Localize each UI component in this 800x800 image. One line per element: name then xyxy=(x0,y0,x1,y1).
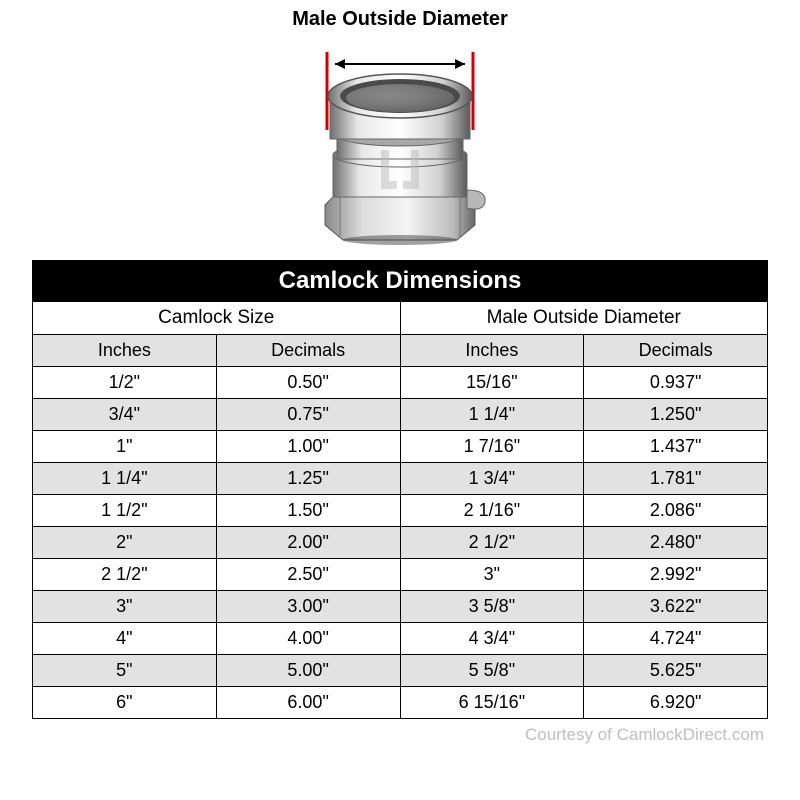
table-cell: 4" xyxy=(33,623,217,655)
table-cell: 3 5/8" xyxy=(400,591,584,623)
credit-line: Courtesy of CamlockDirect.com xyxy=(0,719,800,745)
table-cell: 1.50" xyxy=(216,495,400,527)
group-header-size: Camlock Size xyxy=(33,302,401,335)
table-row: 1 1/4"1.25"1 3/4"1.781" xyxy=(33,463,768,495)
table-cell: 6" xyxy=(33,687,217,719)
table-cell: 3.622" xyxy=(584,591,768,623)
table-cell: 1" xyxy=(33,431,217,463)
table-cell: 6.920" xyxy=(584,687,768,719)
table-title-row: Camlock Dimensions xyxy=(33,261,768,302)
table-title: Camlock Dimensions xyxy=(33,261,768,302)
table-cell: 1/2" xyxy=(33,367,217,399)
table-cell: 3.00" xyxy=(216,591,400,623)
table-cell: 1 7/16" xyxy=(400,431,584,463)
table-cell: 4.00" xyxy=(216,623,400,655)
table-unit-header-row: Inches Decimals Inches Decimals xyxy=(33,335,768,367)
dimensions-table: Camlock Dimensions Camlock Size Male Out… xyxy=(32,260,768,719)
table-cell: 3" xyxy=(33,591,217,623)
table-group-header-row: Camlock Size Male Outside Diameter xyxy=(33,302,768,335)
table-cell: 1.25" xyxy=(216,463,400,495)
table-cell: 3" xyxy=(400,559,584,591)
table-cell: 2 1/2" xyxy=(33,559,217,591)
table-cell: 5 5/8" xyxy=(400,655,584,687)
dimensions-table-wrap: Camlock Dimensions Camlock Size Male Out… xyxy=(0,260,800,719)
table-cell: 1.437" xyxy=(584,431,768,463)
table-row: 5"5.00"5 5/8"5.625" xyxy=(33,655,768,687)
table-cell: 4.724" xyxy=(584,623,768,655)
table-cell: 6 15/16" xyxy=(400,687,584,719)
table-cell: 15/16" xyxy=(400,367,584,399)
table-cell: 0.50" xyxy=(216,367,400,399)
table-row: 2"2.00"2 1/2"2.480" xyxy=(33,527,768,559)
table-row: 1"1.00"1 7/16"1.437" xyxy=(33,431,768,463)
table-row: 3"3.00"3 5/8"3.622" xyxy=(33,591,768,623)
table-row: 2 1/2"2.50"3"2.992" xyxy=(33,559,768,591)
table-cell: 1.250" xyxy=(584,399,768,431)
table-cell: 6.00" xyxy=(216,687,400,719)
camlock-diagram xyxy=(285,40,515,250)
unit-header: Decimals xyxy=(584,335,768,367)
table-row: 3/4"0.75"1 1/4"1.250" xyxy=(33,399,768,431)
table-cell: 3/4" xyxy=(33,399,217,431)
unit-header: Inches xyxy=(400,335,584,367)
table-cell: 1 1/4" xyxy=(400,399,584,431)
table-row: 1/2"0.50"15/16"0.937" xyxy=(33,367,768,399)
table-cell: 1 3/4" xyxy=(400,463,584,495)
table-cell: 5.625" xyxy=(584,655,768,687)
table-row: 1 1/2"1.50"2 1/16"2.086" xyxy=(33,495,768,527)
table-cell: 0.75" xyxy=(216,399,400,431)
table-cell: 2 1/16" xyxy=(400,495,584,527)
unit-header: Decimals xyxy=(216,335,400,367)
table-cell: 2.00" xyxy=(216,527,400,559)
table-cell: 2.50" xyxy=(216,559,400,591)
group-header-od: Male Outside Diameter xyxy=(400,302,768,335)
table-cell: 5.00" xyxy=(216,655,400,687)
table-cell: 1.00" xyxy=(216,431,400,463)
table-cell: 5" xyxy=(33,655,217,687)
table-row: 6"6.00"6 15/16"6.920" xyxy=(33,687,768,719)
table-cell: 0.937" xyxy=(584,367,768,399)
diagram-area: Male Outside Diameter xyxy=(0,0,800,260)
table-row: 4"4.00"4 3/4"4.724" xyxy=(33,623,768,655)
table-cell: 2 1/2" xyxy=(400,527,584,559)
unit-header: Inches xyxy=(33,335,217,367)
diagram-title: Male Outside Diameter xyxy=(0,8,800,31)
table-cell: 4 3/4" xyxy=(400,623,584,655)
table-cell: 2" xyxy=(33,527,217,559)
table-cell: 1 1/4" xyxy=(33,463,217,495)
table-cell: 2.480" xyxy=(584,527,768,559)
table-cell: 2.992" xyxy=(584,559,768,591)
table-cell: 1.781" xyxy=(584,463,768,495)
table-cell: 2.086" xyxy=(584,495,768,527)
table-cell: 1 1/2" xyxy=(33,495,217,527)
